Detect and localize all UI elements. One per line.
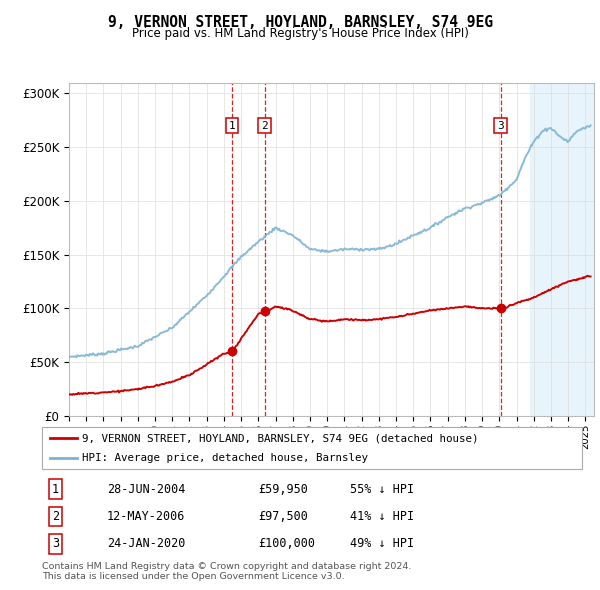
Text: 24-JAN-2020: 24-JAN-2020: [107, 537, 185, 550]
Text: 3: 3: [52, 537, 59, 550]
FancyBboxPatch shape: [42, 427, 582, 469]
Text: 1: 1: [229, 120, 236, 130]
Text: 55% ↓ HPI: 55% ↓ HPI: [350, 483, 414, 496]
Bar: [530, 83, 594, 416]
Text: 9, VERNON STREET, HOYLAND, BARNSLEY, S74 9EG: 9, VERNON STREET, HOYLAND, BARNSLEY, S74…: [107, 15, 493, 30]
Text: 9, VERNON STREET, HOYLAND, BARNSLEY, S74 9EG (detached house): 9, VERNON STREET, HOYLAND, BARNSLEY, S74…: [83, 433, 479, 443]
Text: 1: 1: [52, 483, 59, 496]
Text: 3: 3: [497, 120, 504, 130]
Text: Price paid vs. HM Land Registry's House Price Index (HPI): Price paid vs. HM Land Registry's House …: [131, 27, 469, 40]
Text: Contains HM Land Registry data © Crown copyright and database right 2024.
This d: Contains HM Land Registry data © Crown c…: [42, 562, 412, 581]
Text: 28-JUN-2004: 28-JUN-2004: [107, 483, 185, 496]
Text: 41% ↓ HPI: 41% ↓ HPI: [350, 510, 414, 523]
Text: HPI: Average price, detached house, Barnsley: HPI: Average price, detached house, Barn…: [83, 453, 368, 463]
Text: £59,950: £59,950: [258, 483, 308, 496]
Text: 12-MAY-2006: 12-MAY-2006: [107, 510, 185, 523]
Text: £100,000: £100,000: [258, 537, 315, 550]
Text: 49% ↓ HPI: 49% ↓ HPI: [350, 537, 414, 550]
Text: 2: 2: [52, 510, 59, 523]
Text: £97,500: £97,500: [258, 510, 308, 523]
Text: 2: 2: [261, 120, 268, 130]
